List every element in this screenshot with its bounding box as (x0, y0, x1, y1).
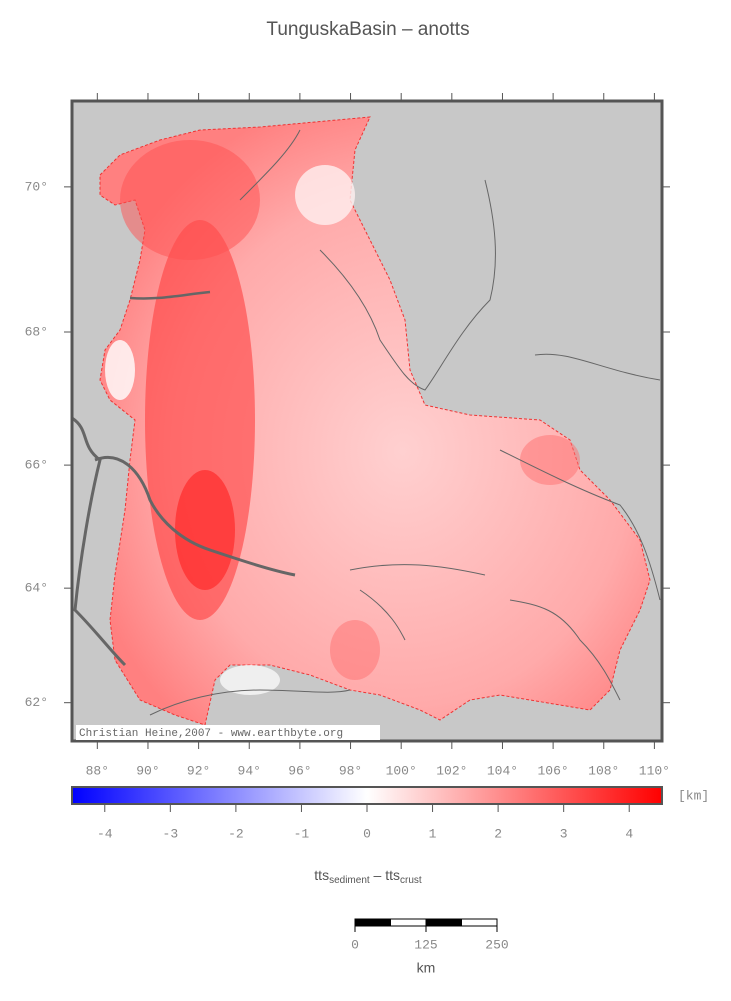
credit-box (76, 725, 380, 740)
colorbar-tick-label: 4 (625, 826, 633, 841)
label-part: crust (400, 875, 422, 886)
scalebar-tick-label: 125 (414, 937, 437, 952)
scalebar-tick-label: 0 (351, 937, 359, 952)
scalebar-segment (425, 918, 462, 927)
lat-label: 66° (25, 458, 48, 473)
rivers (71, 129, 661, 716)
lon-label: 94° (238, 763, 261, 778)
scalebar-segment (390, 918, 427, 927)
lon-label: 100° (386, 763, 417, 778)
map-frame (70, 99, 664, 743)
colorbar-tick-label: 2 (494, 826, 502, 841)
lat-label: 62° (25, 695, 48, 710)
lon-label: 92° (187, 763, 210, 778)
colorbar-tick-label: 3 (560, 826, 568, 841)
colorbar-tick-label: -1 (294, 826, 310, 841)
lon-label: 96° (288, 763, 311, 778)
label-part: – tts (370, 867, 400, 883)
colorbar-label: ttssediment – ttscrust (314, 867, 422, 886)
colorbar-unit: [km] (678, 788, 709, 803)
lat-label: 70° (25, 179, 48, 194)
lon-label: 108° (588, 763, 619, 778)
colorbar-tick-label: -4 (97, 826, 113, 841)
title: TunguskaBasin – anotts (266, 19, 469, 40)
label-part: tts (314, 867, 329, 883)
colorbar-tick-label: -2 (228, 826, 244, 841)
colorbar-tick-label: 1 (429, 826, 437, 841)
colorbar (71, 786, 663, 805)
lat-label: 64° (25, 581, 48, 596)
lon-label: 104° (487, 763, 518, 778)
scalebar-unit: km (417, 960, 436, 976)
colorbar-tick-label: 0 (363, 826, 371, 841)
lon-label: 88° (86, 763, 109, 778)
lon-label: 102° (436, 763, 467, 778)
lon-label: 106° (538, 763, 569, 778)
colorbar-tick-label: -3 (163, 826, 179, 841)
lat-label: 68° (25, 324, 48, 339)
credit: Christian Heine,2007 - www.earthbyte.org (79, 728, 343, 740)
scalebar-segment (354, 918, 391, 927)
lon-label: 98° (339, 763, 362, 778)
lon-label: 90° (136, 763, 159, 778)
scalebar-tick-label: 250 (485, 937, 508, 952)
lon-label: 110° (639, 763, 670, 778)
basin (99, 116, 651, 726)
label-part: sediment (329, 875, 370, 886)
scalebar-segment (461, 918, 498, 927)
